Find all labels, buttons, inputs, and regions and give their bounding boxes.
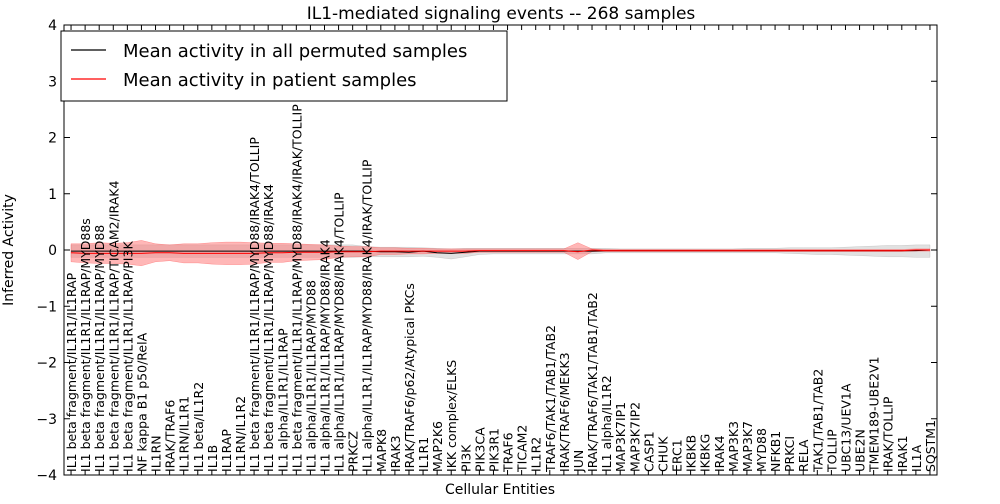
x-tick-label: IL1R1 bbox=[416, 437, 431, 472]
x-tick-label: PI3K bbox=[458, 444, 473, 472]
legend-box bbox=[60, 30, 508, 102]
patient-band bbox=[70, 240, 931, 267]
y-tick-label: −3 bbox=[36, 412, 57, 428]
x-tick-label: SQSTM1 bbox=[923, 420, 938, 472]
x-tick-label: IL1RN/IL1R2 bbox=[233, 396, 248, 472]
x-axis: IL1 beta fragment/IL1R1/IL1RAP IL1 beta f… bbox=[64, 25, 938, 475]
x-tick-label: IL1 beta fragment/IL1R1/IL1RAP/MYD88s bbox=[78, 218, 93, 472]
x-tick-label: TICAM2 bbox=[515, 425, 530, 473]
y-tick-label: −2 bbox=[36, 356, 57, 372]
x-tick-label: IL1 beta fragment/IL1R1/IL1RAP/MYD88 bbox=[92, 225, 107, 472]
x-tick-label: IRAK/TOLLIP bbox=[881, 396, 896, 472]
x-tick-label: MAP2K6 bbox=[430, 421, 445, 472]
x-tick-label: IL1RAP bbox=[219, 429, 234, 472]
x-tick-label: IKK complex/ELKS bbox=[444, 360, 459, 472]
x-tick-label: RELA bbox=[796, 439, 811, 472]
x-tick-label: IL1 beta/IL1R2 bbox=[191, 382, 206, 472]
x-tick-label: IL1 beta fragment/IL1R1/IL1RAP bbox=[64, 272, 79, 472]
x-tick-label: PIK3R1 bbox=[487, 428, 502, 472]
y-axis: −4 −3 −2 −1 0 1 2 3 4 bbox=[36, 18, 937, 484]
x-tick-label: IRAK/TRAF6/TAK1/TAB1/TAB2 bbox=[585, 292, 600, 472]
confidence-bands bbox=[70, 240, 931, 267]
x-tick-label: IRAK/TRAF6 bbox=[163, 400, 178, 472]
x-tick-label: UBE2N bbox=[853, 429, 868, 472]
x-tick-label: IL1A bbox=[909, 444, 924, 472]
x-tick-label: TMEM189-UBE2V1 bbox=[867, 356, 882, 473]
y-tick-label: 4 bbox=[48, 18, 57, 34]
x-tick-label: IL1RN/IL1R1 bbox=[177, 396, 192, 472]
x-tick-label: IL1 beta fragment/IL1R1/IL1RAP/TICAM2/IR… bbox=[106, 181, 121, 472]
x-tick-label: PIK3CA bbox=[472, 427, 487, 472]
x-tick-label: IL1 alpha/IL1R1/IL1RAP/MYD88/IRAK4 bbox=[318, 239, 333, 472]
y-tick-label: 3 bbox=[48, 74, 57, 90]
x-tick-label: IL1 alpha/IL1R1/IL1RAP/MYD88/IRAK4/TOLLI… bbox=[332, 192, 347, 472]
y-tick-label: 1 bbox=[48, 187, 57, 203]
x-tick-label: IL1 beta fragment/IL1R1/IL1RAP/PI3K bbox=[120, 241, 135, 472]
chart-title: IL1-mediated signaling events -- 268 sam… bbox=[307, 4, 696, 24]
x-tick-label: IRAK/TRAF6/MEKK3 bbox=[557, 352, 572, 472]
x-tick-label: MAP3K7 bbox=[740, 421, 755, 472]
x-tick-label: PRKCI bbox=[782, 436, 797, 472]
x-tick-label: IL1B bbox=[205, 445, 220, 472]
x-tick-label: IL1 alpha/IL1R1/IL1RAP bbox=[275, 328, 290, 472]
y-tick-label: 2 bbox=[48, 131, 57, 147]
x-tick-label: TRAF6/TAK1/TAB1/TAB2 bbox=[543, 325, 558, 473]
x-tick-label: IKBKG bbox=[698, 434, 713, 472]
x-axis-label: Cellular Entities bbox=[445, 482, 555, 498]
x-tick-label: JUN bbox=[571, 450, 586, 473]
patient-mean-line bbox=[70, 249, 930, 254]
x-tick-label: MAPK8 bbox=[374, 429, 389, 472]
x-tick-label: MAP3K7IP2 bbox=[627, 402, 642, 472]
x-tick-label: IL1 alpha/IL1R1/IL1RAP/MYD88 bbox=[303, 280, 318, 472]
x-tick-label: MAP3K7IP1 bbox=[613, 402, 628, 472]
x-tick-label: IRAK/TRAF6/p62/Atypical PKCs bbox=[402, 283, 417, 472]
y-tick-label: −4 bbox=[36, 468, 57, 484]
x-tick-label: IL1 alpha/IL1R1/IL1RAP/MYD88/IRAK4/IRAK/… bbox=[360, 159, 375, 472]
series-lines bbox=[70, 249, 931, 254]
x-tick-label: IRAK1 bbox=[895, 435, 910, 472]
x-tick-label: TAK1/TAB1/TAB2 bbox=[810, 369, 825, 473]
x-tick-label: NFKB1 bbox=[768, 431, 783, 472]
y-tick-label: −1 bbox=[36, 299, 57, 315]
x-tick-label: IRAK4 bbox=[712, 435, 727, 472]
legend-permuted-label: Mean activity in all permuted samples bbox=[123, 41, 467, 62]
x-tick-label: UBC13/UEV1A bbox=[839, 383, 854, 472]
x-tick-label: NF kappa B1 p50/RelA bbox=[134, 332, 149, 472]
legend: Mean activity in all permuted samples Me… bbox=[60, 30, 508, 102]
x-tick-label: IRAK3 bbox=[388, 435, 403, 472]
x-tick-label: TOLLIP bbox=[824, 429, 839, 473]
x-tick-label: CHUK bbox=[655, 436, 670, 472]
x-tick-label: IL1 alpha/IL1R2 bbox=[599, 375, 614, 472]
x-tick-label: CASP1 bbox=[641, 431, 656, 472]
x-tick-label: TRAF6 bbox=[501, 432, 516, 473]
legend-patient-label: Mean activity in patient samples bbox=[123, 70, 417, 91]
x-tick-label: IKBKB bbox=[684, 435, 699, 472]
x-tick-label: PRKCZ bbox=[346, 431, 361, 472]
x-tick-label: IL1 beta fragment/IL1R1/IL1RAP/MYD88/IRA… bbox=[247, 137, 262, 472]
x-tick-label: IL1 beta fragment/IL1R1/IL1RAP/MYD88/IRA… bbox=[289, 104, 304, 472]
y-axis-label: Inferred Activity bbox=[1, 194, 17, 306]
x-tick-label: IL1 beta fragment/IL1R1/IL1RAP/MYD88/IRA… bbox=[261, 184, 276, 472]
x-tick-label: IL1RN bbox=[149, 435, 164, 472]
x-tick-label: MAP3K3 bbox=[726, 421, 741, 472]
x-tick-label: MYD88 bbox=[754, 428, 769, 472]
x-tick-label: ERC1 bbox=[670, 439, 685, 472]
y-tick-label: 0 bbox=[48, 243, 57, 259]
x-tick-label: IL1R2 bbox=[529, 437, 544, 472]
